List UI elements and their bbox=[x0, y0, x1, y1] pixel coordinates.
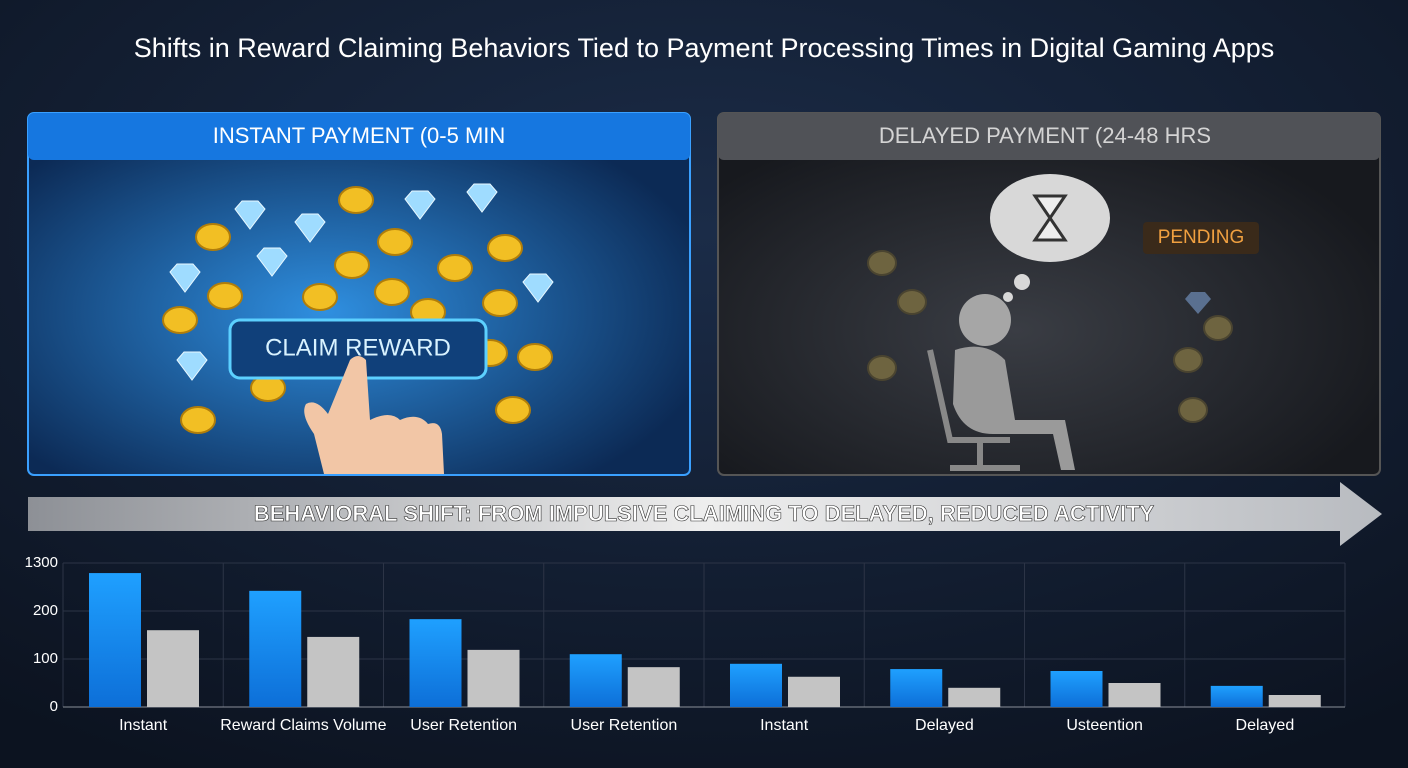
bar bbox=[890, 669, 943, 707]
bar bbox=[730, 663, 782, 707]
panel-header bbox=[718, 113, 1380, 160]
hourglass bbox=[1032, 194, 1068, 242]
bar bbox=[948, 687, 1001, 707]
y-tick-label: 1300 bbox=[25, 554, 58, 571]
diamond bbox=[169, 263, 201, 293]
bar bbox=[89, 573, 141, 707]
bar bbox=[467, 649, 520, 707]
coin bbox=[180, 406, 216, 434]
delayed-panel: DELAYED PAYMENT (24-48 HRS PENDING bbox=[717, 112, 1381, 476]
x-tick-label: Instant bbox=[119, 717, 168, 734]
diamond bbox=[256, 247, 288, 277]
bar bbox=[1268, 695, 1321, 707]
x-tick-label: Delayed bbox=[1236, 717, 1295, 734]
chair bbox=[927, 349, 1020, 471]
coin bbox=[338, 186, 374, 214]
thought-dot bbox=[1014, 274, 1030, 290]
banner-text: BEHAVIORAL SHIFT: FROM IMPULSIVE CLAIMIN… bbox=[254, 501, 1155, 526]
y-tick-label: 100 bbox=[33, 650, 58, 667]
y-tick-label: 200 bbox=[33, 602, 58, 619]
coin bbox=[162, 306, 198, 334]
dull-coin bbox=[897, 289, 927, 315]
dull-coins bbox=[867, 250, 1233, 423]
dull-coin bbox=[1203, 315, 1233, 341]
coin bbox=[495, 396, 531, 424]
x-tick-label: User Retention bbox=[410, 717, 517, 734]
bar bbox=[249, 590, 302, 707]
banner-arrow bbox=[28, 482, 1382, 546]
bar bbox=[788, 676, 840, 707]
bar bbox=[1050, 671, 1103, 707]
coin bbox=[437, 254, 473, 282]
thought-dot bbox=[1003, 292, 1013, 302]
title: Shifts in Reward Claiming Behaviors Tied… bbox=[134, 33, 1275, 63]
dull-diamond bbox=[1185, 292, 1211, 314]
coin bbox=[207, 282, 243, 310]
coin bbox=[302, 283, 338, 311]
bar bbox=[147, 630, 199, 707]
x-tick-label: User Retention bbox=[571, 717, 678, 734]
coin bbox=[374, 278, 410, 306]
pending-label: PENDING bbox=[1158, 227, 1245, 248]
bar-chart: 0 100 200 1300 Instant Reward Claims Volume Us… bbox=[25, 554, 1346, 734]
diamond bbox=[522, 273, 554, 303]
pending-badge bbox=[1143, 222, 1259, 254]
coin bbox=[517, 343, 553, 371]
panel-title: INSTANT PAYMENT (0-5 MIN bbox=[213, 123, 506, 148]
diamond bbox=[234, 200, 266, 230]
y-tick-label: 0 bbox=[50, 698, 58, 715]
coin bbox=[334, 251, 370, 279]
diamond bbox=[466, 183, 498, 213]
diamond bbox=[176, 351, 208, 381]
person-head bbox=[959, 294, 1011, 346]
dull-coin bbox=[867, 250, 897, 276]
coin bbox=[195, 223, 231, 251]
coin bbox=[482, 289, 518, 317]
bar bbox=[627, 667, 680, 707]
bar bbox=[1210, 685, 1263, 707]
bar bbox=[1108, 683, 1161, 707]
diamond bbox=[404, 190, 436, 220]
hand bbox=[304, 356, 444, 474]
instant-panel: INSTANT PAYMENT (0-5 MIN CLAIM REWARD bbox=[27, 112, 691, 476]
x-tick-label: Instant bbox=[760, 717, 809, 734]
dull-coin bbox=[867, 355, 897, 381]
x-tick-label: Usteention bbox=[1066, 717, 1143, 734]
panel-header bbox=[28, 113, 690, 160]
diamond bbox=[294, 213, 326, 243]
dull-coin bbox=[1178, 397, 1208, 423]
panel-title: DELAYED PAYMENT (24-48 HRS bbox=[879, 123, 1211, 148]
dull-coin bbox=[1173, 347, 1203, 373]
x-tick-label: Delayed bbox=[915, 717, 974, 734]
bar bbox=[409, 619, 462, 707]
banner: BEHAVIORAL SHIFT: FROM IMPULSIVE CLAIMIN… bbox=[28, 482, 1382, 546]
bar bbox=[569, 654, 622, 707]
bar bbox=[307, 636, 360, 707]
coin bbox=[487, 234, 523, 262]
coin bbox=[377, 228, 413, 256]
x-tick-label: Reward Claims Volume bbox=[220, 717, 386, 734]
person-body bbox=[953, 346, 1075, 470]
